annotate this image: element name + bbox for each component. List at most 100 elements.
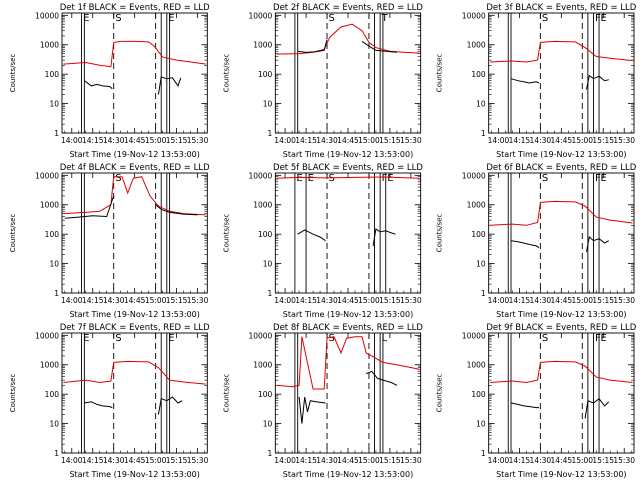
y-tick-label: 1 (481, 129, 486, 138)
y-tick-label: 10000 (248, 171, 272, 180)
y-tick-label: 100 (45, 70, 60, 79)
x-tick-label: 15:15 (166, 136, 188, 145)
x-tick-label: 15:00 (358, 136, 380, 145)
x-tick-label: 14:30 (316, 136, 338, 145)
x-tick-label: 15:00 (358, 296, 380, 305)
event-marker-label: E (83, 333, 89, 344)
y-axis-label: Counts/sec (9, 214, 17, 253)
y-axis-label: Counts/sec (436, 214, 444, 253)
x-tick-label: 15:15 (379, 136, 401, 145)
x-tick-label: 15:30 (400, 136, 422, 145)
x-tick-label: 14:45 (551, 456, 573, 465)
x-axis-label: Start Time (19-Nov-12 13:53:00) (496, 150, 626, 159)
y-tick-label: 10000 (462, 171, 486, 180)
event-marker-label: E (308, 173, 314, 184)
chart-panel-1: Det 1f BLACK = Events, RED = LLD Counts/s… (9, 3, 210, 159)
x-tick-label: 14:15 (509, 136, 531, 145)
event-marker-label: E (601, 13, 607, 24)
event-marker-label: F (595, 173, 601, 184)
x-tick-label: 15:15 (166, 296, 188, 305)
x-tick-label: 15:30 (613, 136, 635, 145)
y-axis-label: Counts/sec (9, 374, 17, 413)
chart-panel-3: Det 3f BLACK = Events, RED = LLD Counts/s… (436, 3, 637, 159)
x-tick-label: 14:45 (551, 136, 573, 145)
y-tick-label: 1000 (253, 201, 272, 210)
y-tick-label: 10 (49, 420, 59, 429)
x-tick-label: 14:15 (82, 456, 104, 465)
y-tick-label: 10000 (248, 11, 272, 20)
x-tick-label: 15:30 (613, 296, 635, 305)
y-tick-label: 10000 (35, 331, 59, 340)
x-tick-label: 14:15 (509, 456, 531, 465)
x-tick-label: 15:15 (592, 456, 614, 465)
event-marker-label: E (296, 173, 302, 184)
events-series-line (372, 228, 396, 246)
y-axis-label: Counts/sec (222, 214, 230, 253)
events-series-line (584, 397, 610, 419)
x-tick-label: 15:00 (145, 456, 167, 465)
x-tick-label: 15:15 (379, 456, 401, 465)
x-tick-label: 14:15 (82, 296, 104, 305)
y-tick-label: 100 (471, 390, 486, 399)
y-tick-label: 100 (45, 230, 60, 239)
y-tick-label: 100 (258, 70, 273, 79)
y-axis-label: Counts/sec (222, 54, 230, 93)
x-axis-label: Start Time (19-Nov-12 13:53:00) (69, 150, 199, 159)
y-tick-label: 10 (263, 100, 273, 109)
x-axis-label: Start Time (19-Nov-12 13:53:00) (69, 470, 199, 479)
x-tick-label: 15:30 (187, 296, 209, 305)
plot-frame (488, 12, 635, 134)
y-axis-label: Counts/sec (222, 374, 230, 413)
x-tick-label: 15:00 (145, 296, 167, 305)
chart-panel-6: Det 6f BLACK = Events, RED = LLD Counts/s… (436, 163, 637, 319)
x-tick-label: 14:00 (274, 136, 296, 145)
x-axis-label: Start Time (19-Nov-12 13:53:00) (496, 470, 626, 479)
x-axis-label: Start Time (19-Nov-12 13:53:00) (283, 150, 413, 159)
events-series-line (366, 370, 398, 386)
x-tick-label: 14:30 (530, 136, 552, 145)
lld-series-line (490, 200, 633, 226)
plot-frame (488, 332, 635, 454)
y-tick-label: 1000 (467, 361, 486, 370)
event-marker-label: E (601, 173, 607, 184)
y-tick-label: 1000 (253, 41, 272, 50)
events-series-line (157, 396, 183, 415)
y-tick-label: 10 (263, 420, 273, 429)
y-tick-label: 1 (268, 129, 273, 138)
lld-series-line (63, 360, 206, 385)
y-tick-label: 10000 (35, 171, 59, 180)
x-tick-label: 14:45 (124, 136, 146, 145)
events-series-line (84, 80, 113, 90)
y-tick-label: 100 (258, 390, 273, 399)
x-tick-label: 15:30 (187, 456, 209, 465)
event-marker-label: S (542, 13, 548, 24)
x-tick-label: 14:45 (124, 296, 146, 305)
y-tick-label: 10000 (462, 11, 486, 20)
x-tick-label: 14:45 (337, 456, 359, 465)
event-marker-label: S (329, 333, 335, 344)
x-axis-label: Start Time (19-Nov-12 13:53:00) (496, 310, 626, 319)
lld-series-line (490, 360, 633, 384)
y-tick-label: 10 (476, 100, 486, 109)
chart-panel-9: Det 9f BLACK = Events, RED = LLD Counts/s… (436, 323, 637, 479)
events-series-line (64, 195, 115, 219)
x-tick-label: 15:00 (145, 136, 167, 145)
events-series-line (510, 402, 539, 409)
x-tick-label: 14:00 (274, 296, 296, 305)
y-tick-label: 10000 (35, 11, 59, 20)
y-tick-label: 1000 (467, 201, 486, 210)
event-marker-label: E (83, 13, 89, 24)
lld-series-line (276, 336, 420, 390)
x-tick-label: 15:30 (187, 136, 209, 145)
x-tick-label: 14:30 (530, 296, 552, 305)
events-series-line (157, 76, 182, 95)
y-tick-label: 10 (49, 100, 59, 109)
event-marker-label: E (387, 173, 393, 184)
x-tick-label: 14:30 (530, 456, 552, 465)
x-tick-label: 14:15 (295, 296, 317, 305)
chart-panel-5: Det 5f BLACK = Events, RED = LLD Counts/s… (222, 163, 423, 319)
x-tick-label: 14:15 (295, 136, 317, 145)
x-tick-label: 15:00 (571, 296, 593, 305)
x-tick-label: 14:15 (509, 296, 531, 305)
lld-series-line (276, 176, 420, 179)
